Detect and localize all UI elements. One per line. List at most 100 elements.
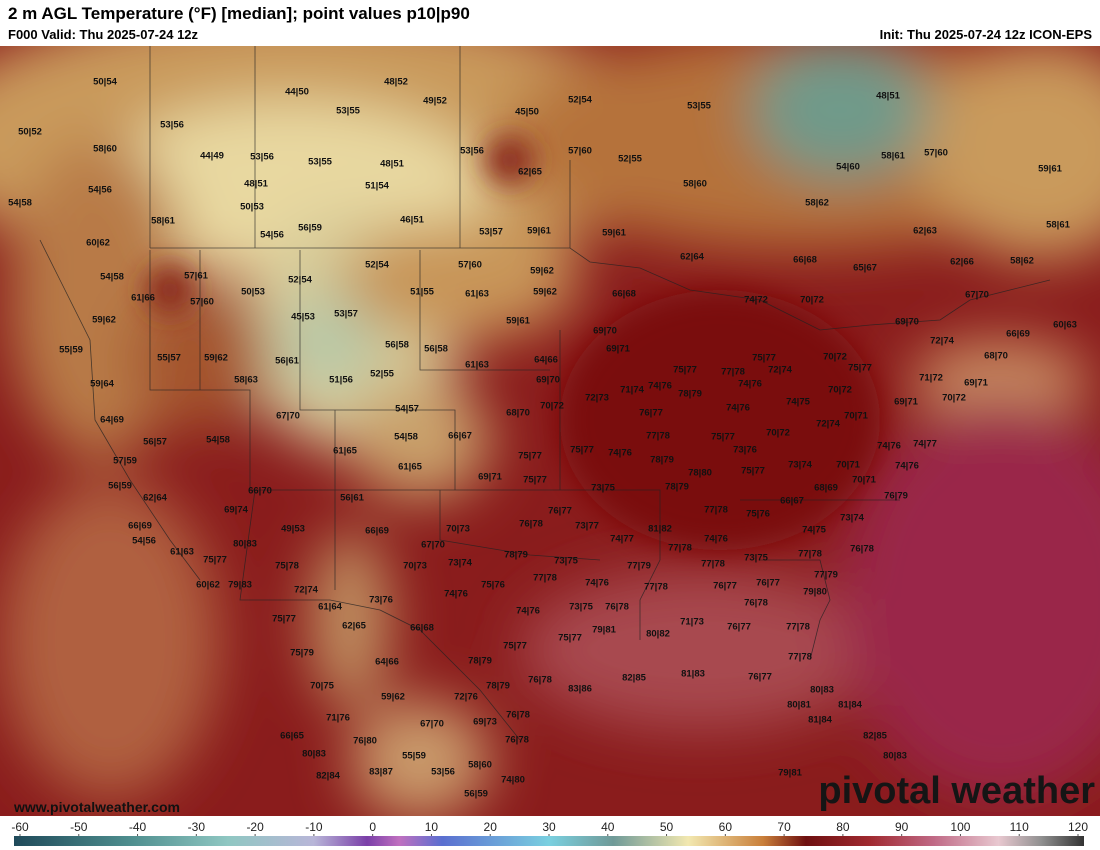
point-value: 58|60 [93,144,117,155]
point-value: 67|70 [420,719,444,730]
point-value: 64|69 [100,415,124,426]
point-value: 77|78 [668,543,692,554]
point-value: 51|55 [410,287,435,298]
point-value: 58|61 [151,216,176,227]
point-value: 69|71 [478,472,503,483]
point-value: 74|76 [738,379,762,390]
point-value: 75|76 [746,509,770,520]
point-value: 77|79 [627,561,651,572]
point-value: 53|57 [334,309,358,320]
point-value: 49|52 [423,96,447,107]
point-value: 76|78 [528,675,552,686]
map-title: 2 m AGL Temperature (°F) [median]; point… [8,4,470,23]
point-value: 74|76 [704,534,728,545]
point-value: 69|74 [224,505,249,516]
point-value: 75|77 [272,614,296,625]
point-value: 54|58 [100,272,124,283]
point-value: 76|77 [639,408,663,419]
point-value: 61|64 [318,602,343,613]
point-value: 61|66 [131,293,155,304]
point-value: 60|63 [1053,320,1077,331]
point-value: 54|57 [395,404,419,415]
point-value: 53|57 [479,227,503,238]
point-value: 55|59 [59,345,83,356]
point-value: 60|62 [196,580,220,591]
point-value: 76|78 [505,735,529,746]
colorbar-tick-label: 20 [484,820,498,834]
colorbar-tick-label: 90 [895,820,909,834]
point-value: 80|82 [646,629,670,640]
point-value: 58|61 [881,151,906,162]
point-value: 56|58 [424,344,448,355]
point-value: 75|77 [523,475,547,486]
point-value: 59|62 [204,353,228,364]
point-value: 65|67 [853,263,877,274]
colorbar-tick-label: 110 [1010,820,1029,834]
point-value: 70|72 [800,295,824,306]
point-value: 54|60 [836,162,860,173]
point-value: 74|80 [501,775,525,786]
point-value: 74|72 [744,295,768,306]
point-value: 60|62 [86,238,110,249]
point-value: 58|60 [683,179,707,190]
colorbar-tick-label: 80 [836,820,850,834]
point-values: 50|54 44|50 48|52 49|52 53|55 45|50 52|54 53|55… [8,77,1077,800]
point-value: 75|79 [290,648,314,659]
point-value: 57|60 [458,260,482,271]
point-value: 78|79 [504,550,528,561]
point-value: 79|83 [228,580,252,591]
point-value: 71|76 [326,713,350,724]
colorbar-ticks: -60 -50 -40 -30 -20 -10 0 10 20 30 40 50 60 70 80 90 100… [11,820,1088,836]
point-value: 81|82 [648,524,672,535]
website: www.pivotalweather.com [13,799,180,815]
point-value: 73|74 [840,513,865,524]
point-value: 58|62 [805,198,829,209]
point-value: 52|54 [365,260,390,271]
colorbar-tick-label: 30 [542,820,556,834]
point-value: 72|74 [930,336,955,347]
point-value: 56|61 [340,493,365,504]
colorbar-tick-label: -10 [305,820,323,834]
point-value: 77|78 [786,622,810,633]
point-value: 48|52 [384,77,408,88]
point-value: 70|72 [766,428,790,439]
point-value: 70|72 [942,393,966,404]
point-value: 78|79 [486,681,510,692]
point-value: 59|62 [533,287,557,298]
point-value: 69|71 [894,397,919,408]
point-value: 77|78 [721,367,745,378]
point-value: 68|70 [506,408,530,419]
point-value: 62|64 [143,493,168,504]
point-value: 76|78 [506,710,530,721]
point-value: 77|78 [646,431,670,442]
point-value: 76|77 [756,578,780,589]
point-value: 67|70 [276,411,300,422]
point-value: 59|61 [506,316,531,327]
colorbar-tick-label: -20 [246,820,264,834]
colorbar-tick-label: 70 [777,820,791,834]
colorbar-tick-label: -30 [188,820,206,834]
point-value: 56|59 [464,789,488,800]
point-value: 52|55 [370,369,395,380]
point-value: 53|56 [431,767,455,778]
logo: pivotal weather [818,770,1095,812]
point-value: 75|77 [203,555,227,566]
point-value: 59|62 [92,315,116,326]
point-value: 77|78 [788,652,812,663]
point-value: 75|77 [558,633,582,644]
point-value: 53|55 [687,101,712,112]
point-value: 61|63 [170,547,194,558]
point-value: 74|76 [516,606,540,617]
point-value: 72|74 [816,419,841,430]
point-value: 61|65 [398,462,423,473]
point-value: 73|77 [575,521,599,532]
point-value: 58|61 [1046,220,1071,231]
point-value: 62|65 [342,621,367,632]
point-value: 76|77 [548,506,572,517]
point-value: 75|77 [848,363,872,374]
point-value: 66|68 [612,289,636,300]
point-value: 53|56 [250,152,274,163]
point-value: 58|62 [1010,256,1034,267]
